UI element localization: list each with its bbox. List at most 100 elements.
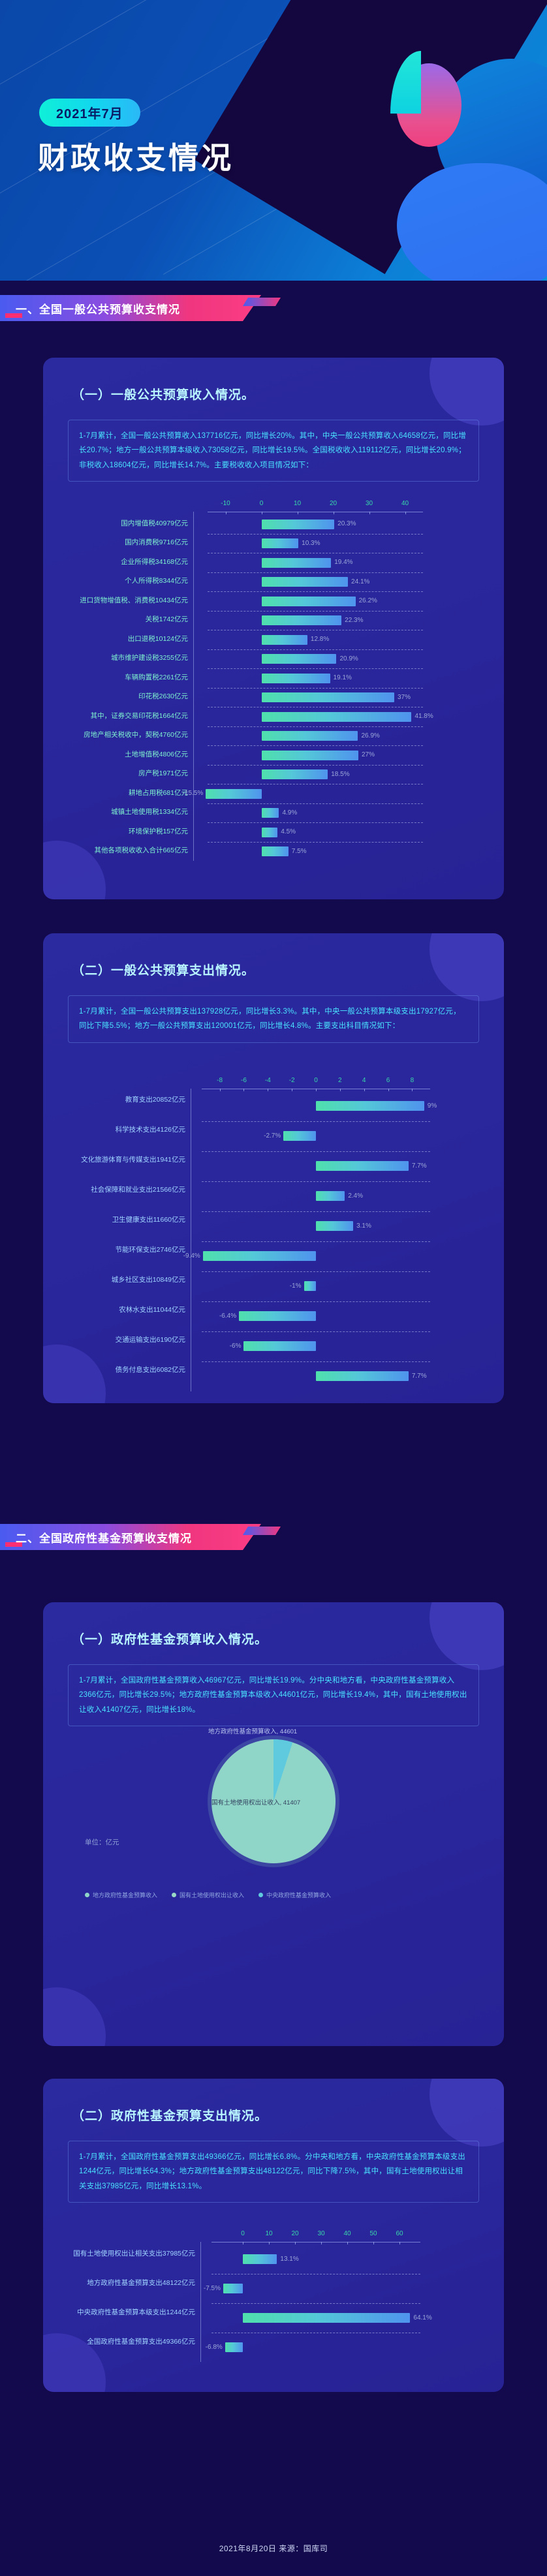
bar-category-label: 印花税2630亿元 [138, 692, 188, 701]
note-box-revenue: 1-7月累计，全国一般公共预算收入137716亿元，同比增长20%。其中，中央一… [68, 420, 479, 482]
bar-category-label: 房地产相关税收中，契税4760亿元 [84, 731, 188, 739]
bar-category-label: 城镇土地使用税1334亿元 [111, 808, 188, 816]
legend-color-swatch [85, 1893, 89, 1898]
bar-row: 个人所得税8344亿元 24.1% [43, 572, 504, 592]
bar [261, 711, 412, 722]
note-text-expenditure: 1-7月累计，全国一般公共预算支出137928亿元，同比增长3.3%。其中，中央… [79, 1008, 461, 1031]
bar [261, 750, 358, 760]
bar-row: 城市维护建设税3255亿元 20.9% [43, 649, 504, 669]
bar [261, 846, 289, 857]
bar-category-label: 企业所得税34168亿元 [121, 557, 188, 566]
grid-line [202, 1241, 430, 1242]
pie-legend: 地方政府性基金预算收入 国有土地使用权出让收入 中央政府性基金预算收入 [85, 1891, 331, 1899]
bar-row: 农林水支出11044亿元 -6.4% [43, 1301, 504, 1331]
chart-unit-label: 单位：亿元 [85, 1839, 119, 1846]
grid-line [208, 610, 423, 612]
bar-value-label: 18.5% [331, 770, 350, 778]
date-badge: 2021年7月 [39, 99, 140, 127]
bar-value-label: 4.5% [281, 828, 296, 836]
bar [261, 769, 328, 780]
bar-category-label: 房产税1971亿元 [138, 769, 188, 778]
section-header-1: 一、全国一般公共预算收支情况 [0, 295, 281, 321]
section-title-2: 二、全国政府性基金预算收支情况 [16, 1532, 192, 1545]
chart-fund-expenditure: 0 10 20 30 40 50 60 国有土地使用权出让相关支出37985亿元 13.1% 地方… [43, 2212, 504, 2368]
bar [261, 673, 330, 683]
bar-row: 国有土地使用权出让相关支出37985亿元 13.1% [43, 2244, 504, 2274]
bar-row: 科学技术支出4126亿元 -2.7% [43, 1121, 504, 1151]
bar-value-label: -7.5% [203, 2284, 221, 2292]
axis-tick: 40 [401, 500, 409, 508]
legend-item[interactable]: 中央政府性基金预算收入 [258, 1891, 331, 1899]
bar-category-label: 交通运输支出6190亿元 [115, 1336, 185, 1344]
bar-row: 文化旅游体育与传媒支出1941亿元 7.7% [43, 1151, 504, 1181]
axis-tick: -8 [217, 1076, 223, 1084]
bar [261, 615, 342, 626]
header-blob-oval [397, 163, 547, 281]
bar-row: 印花税2630亿元 37% [43, 687, 504, 707]
grid-line [208, 726, 423, 727]
pie-annotation-0: 地方政府性基金预算收入, 44601 [208, 1728, 298, 1736]
bar-row: 卫生健康支出11660亿元 3.1% [43, 1211, 504, 1241]
card-title-fund-revenue: （一）政府性基金预算收入情况。 [72, 1633, 268, 1647]
grid-line [208, 687, 423, 689]
axis-tick: 4 [362, 1076, 366, 1084]
bar [261, 538, 299, 549]
axis-tick: -10 [221, 500, 230, 508]
bar [261, 692, 394, 703]
bar-value-label: 64.1% [413, 2314, 432, 2321]
bar-row: 企业所得税34168亿元 19.4% [43, 553, 504, 572]
bar-category-label: 农林水支出11044亿元 [119, 1306, 185, 1314]
bar-row: 教育支出20852亿元 9% [43, 1091, 504, 1121]
axis-tick: 10 [265, 2230, 273, 2238]
grid-line [202, 1271, 430, 1272]
bar-row: 耕地占用税681亿元 -15.5% [43, 784, 504, 803]
card-general-revenue: （一）一般公共预算收入情况。 1-7月累计，全国一般公共预算收入137716亿元… [43, 358, 504, 899]
bar-value-label: -2.7% [264, 1132, 281, 1140]
bar-value-label: -15.5% [182, 790, 204, 798]
bar-category-label: 卫生健康支出11660亿元 [112, 1216, 185, 1224]
bar [316, 1371, 409, 1382]
chart-expenditure: -8 -6 -4 -2 0 2 4 6 8 教育支出20852亿元 9% 科学技术支出4126亿元 -2… [43, 1052, 504, 1398]
axis-tick: 50 [369, 2230, 377, 2238]
bar-category-label: 出口退税10124亿元 [127, 634, 188, 643]
legend-item[interactable]: 地方政府性基金预算收入 [85, 1891, 157, 1899]
axis-tick: 40 [343, 2230, 351, 2238]
legend-item[interactable]: 国有土地使用权出让收入 [172, 1891, 244, 1899]
page-header: 2021年7月 财政收支情况 [0, 0, 547, 281]
bar-row: 中央政府性基金预算本级支出1244亿元 64.1% [43, 2303, 504, 2333]
bar-value-label: 19.1% [333, 674, 352, 682]
bar-value-label: 22.3% [345, 616, 364, 624]
bar-row: 其中，证券交易印花税1664亿元 41.8% [43, 707, 504, 726]
axis-tick: -4 [264, 1076, 271, 1084]
bar [243, 2313, 411, 2323]
bar-category-label: 其中，证券交易印花税1664亿元 [90, 711, 188, 720]
bar [202, 1251, 316, 1262]
bar-value-label: 3.1% [356, 1222, 371, 1230]
axis-tick: 0 [241, 2230, 245, 2238]
bar [261, 731, 358, 741]
chart-fund-revenue-pie: 地方政府性基金预算收入, 44601 国有土地使用权出让收入, 41407 地方政府… [43, 1726, 504, 1922]
bar-category-label: 耕地占用税681亿元 [128, 788, 188, 797]
bar-row: 关税1742亿元 22.3% [43, 610, 504, 630]
grid-line [208, 764, 423, 766]
bar-category-label: 进口货物增值税、消费税10434亿元 [80, 596, 188, 604]
bar-row: 环境保护税157亿元 4.5% [43, 822, 504, 842]
bar-value-label: 4.9% [282, 809, 298, 816]
bar-category-label: 教育支出20852亿元 [125, 1096, 185, 1104]
bar-row: 出口退税10124亿元 12.8% [43, 630, 504, 649]
chart-tax-revenue: -10 0 10 20 30 40 国内增值税40979亿元 20.3% 国内消费税9716亿元… [43, 491, 504, 867]
donut-slice-minor [211, 1739, 336, 1864]
bar-category-label: 国内消费税9716亿元 [125, 538, 188, 547]
grid-line [202, 1331, 430, 1332]
bar [243, 1341, 316, 1352]
bar-value-label: 26.2% [358, 597, 377, 605]
section-band-accent [243, 1527, 281, 1535]
bar-value-label: 41.8% [414, 713, 433, 721]
bar-category-label: 债务付息支出6082亿元 [115, 1366, 185, 1374]
section-band-accent [243, 298, 281, 306]
axis-tick: -6 [241, 1076, 247, 1084]
bar [316, 1221, 354, 1232]
bar-row: 城镇土地使用税1334亿元 4.9% [43, 803, 504, 823]
legend-color-swatch [172, 1893, 177, 1898]
bar [283, 1131, 316, 1141]
